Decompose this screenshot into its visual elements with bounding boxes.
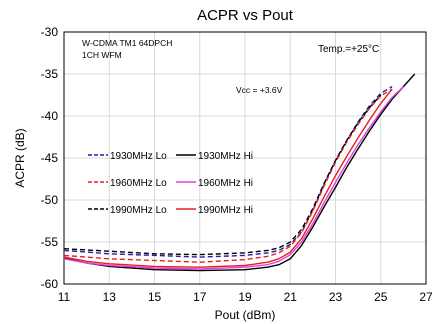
y-tick-label: -60 <box>41 277 59 291</box>
y-tick-label: -55 <box>41 235 59 249</box>
annotation-signal: W-CDMA TM1 64DPCH <box>82 38 172 48</box>
annotation-waveform: 1CH WFM <box>82 50 122 60</box>
series-line-1930mhz-lo <box>63 85 393 258</box>
x-tick-label: 19 <box>238 290 252 304</box>
x-tick-labels: 11 13 15 17 19 21 23 25 27 <box>58 290 433 304</box>
series-group <box>63 73 416 272</box>
x-tick-label: 17 <box>193 290 207 304</box>
y-axis-label: ACPR (dB) <box>13 128 27 187</box>
y-tick-label: -35 <box>41 67 59 81</box>
legend-label: 1930MHz Hi <box>198 151 253 162</box>
plot-frame <box>63 31 427 285</box>
legend-label: 1930MHz Lo <box>110 151 167 162</box>
series-line-1930mhz-hi <box>63 73 416 272</box>
series-line-1960mhz-hi <box>63 86 404 270</box>
series-line-1990mhz-lo <box>63 94 382 256</box>
legend: 1930MHz Lo 1960MHz Lo 1990MHz Lo 1930MHz Hi… <box>88 151 253 216</box>
legend-label: 1990MHz Lo <box>110 205 167 216</box>
chart-title: ACPR vs Pout <box>197 7 294 24</box>
y-tick-label: -45 <box>41 151 59 165</box>
y-tick-label: -50 <box>41 193 59 207</box>
x-tick-label: 25 <box>374 290 388 304</box>
legend-label: 1960MHz Hi <box>198 178 253 189</box>
series-line-1960mhz-lo <box>63 88 393 263</box>
annotation-vcc: Vcc = +3.6V <box>236 85 283 95</box>
x-axis-label: Pout (dBm) <box>215 308 276 322</box>
x-tick-label: 27 <box>419 290 433 304</box>
legend-label: 1990MHz Hi <box>198 205 253 216</box>
y-tick-label: -40 <box>41 109 59 123</box>
x-tick-label: 21 <box>284 290 298 304</box>
x-tick-label: 13 <box>103 290 117 304</box>
x-tick-label: 11 <box>58 290 71 304</box>
annotation-temperature: Temp.=+25°C <box>318 44 379 55</box>
x-tick-label: 23 <box>329 290 343 304</box>
y-tick-labels: -30 -35 -40 -45 -50 -55 -60 <box>41 25 59 291</box>
series-line-1990mhz-hi <box>63 88 393 268</box>
y-tick-label: -30 <box>41 25 59 39</box>
legend-label: 1960MHz Lo <box>110 178 167 189</box>
x-tick-label: 15 <box>148 290 162 304</box>
